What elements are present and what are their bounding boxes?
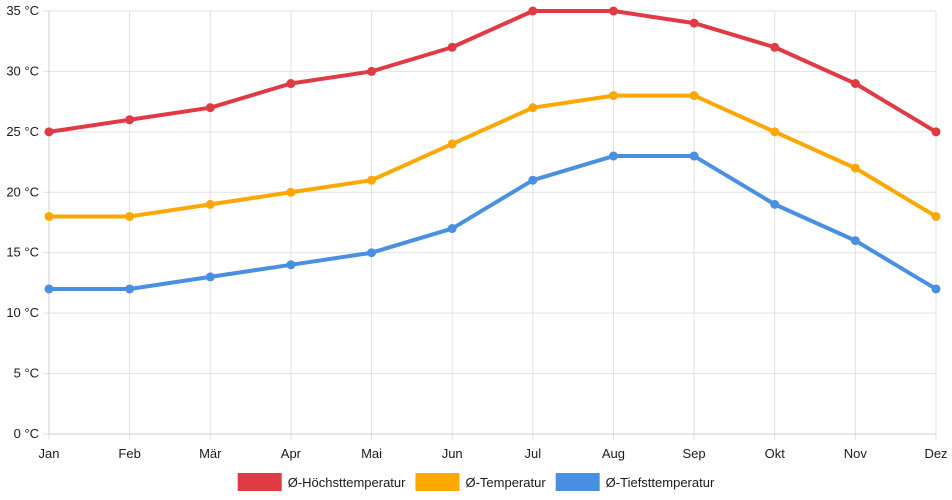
data-point[interactable]: [689, 151, 699, 161]
data-point[interactable]: [931, 284, 941, 294]
data-point[interactable]: [931, 211, 941, 221]
y-tick-label: 35 °C: [6, 3, 39, 18]
data-point[interactable]: [770, 199, 780, 209]
data-point[interactable]: [205, 103, 215, 113]
data-point[interactable]: [528, 103, 538, 113]
legend-item[interactable]: Ø-Höchsttemperatur: [237, 473, 406, 491]
data-point[interactable]: [770, 127, 780, 137]
legend-label: Ø-Temperatur: [465, 475, 546, 490]
x-tick-label: Mär: [199, 446, 222, 461]
x-tick-label: Nov: [844, 446, 868, 461]
data-point[interactable]: [125, 284, 135, 294]
data-point[interactable]: [447, 42, 457, 52]
data-point[interactable]: [931, 127, 941, 137]
x-tick-label: Sep: [683, 446, 706, 461]
x-tick-label: Apr: [281, 446, 302, 461]
data-point[interactable]: [850, 163, 860, 173]
x-tick-label: Mai: [361, 446, 382, 461]
data-point[interactable]: [367, 175, 377, 185]
y-tick-label: 10 °C: [6, 305, 39, 320]
series-3: [44, 151, 941, 294]
y-tick-label: 5 °C: [14, 366, 39, 381]
data-point[interactable]: [44, 127, 54, 137]
x-tick-label: Jul: [525, 446, 542, 461]
legend-item[interactable]: Ø-Temperatur: [415, 473, 546, 491]
x-tick-label: Feb: [118, 446, 140, 461]
legend-item[interactable]: Ø-Tiefsttemperatur: [555, 473, 715, 491]
y-tick-label: 30 °C: [6, 63, 39, 78]
x-tick-label: Jun: [442, 446, 463, 461]
grid-lines: [43, 10, 937, 440]
data-point[interactable]: [44, 211, 54, 221]
x-tick-label: Jan: [39, 446, 60, 461]
legend-swatch: [555, 473, 600, 491]
data-point[interactable]: [447, 139, 457, 149]
y-tick-label: 20 °C: [6, 184, 39, 199]
x-tick-label: Dez: [924, 446, 947, 461]
data-point[interactable]: [125, 211, 135, 221]
series-line: [47, 93, 938, 219]
data-point[interactable]: [770, 42, 780, 52]
y-axis: 0 °C 5 °C 10 °C 15 °C 20 °C 25 °C 30 °C 35 °C: [6, 3, 50, 441]
x-tick-label: Aug: [602, 446, 625, 461]
data-point[interactable]: [286, 79, 296, 89]
legend-swatch: [237, 473, 282, 491]
data-point[interactable]: [850, 79, 860, 89]
data-point[interactable]: [528, 175, 538, 185]
legend-swatch: [415, 473, 460, 491]
data-point[interactable]: [447, 224, 457, 234]
data-point[interactable]: [528, 6, 538, 16]
data-point[interactable]: [850, 236, 860, 246]
x-axis: Jan Feb Mär Apr Mai Jun Jul Aug Sep Okt Nov Dez: [39, 433, 948, 461]
legend: Ø-Höchsttemperatur Ø-Temperatur Ø-Tiefstte…: [237, 473, 715, 491]
series-2: [44, 91, 941, 221]
data-point[interactable]: [689, 91, 699, 101]
y-tick-label: 25 °C: [6, 124, 39, 139]
data-point[interactable]: [125, 115, 135, 125]
data-point[interactable]: [367, 66, 377, 76]
data-point[interactable]: [44, 284, 54, 294]
data-point[interactable]: [608, 6, 618, 16]
data-point[interactable]: [367, 248, 377, 258]
legend-label: Ø-Höchsttemperatur: [288, 475, 406, 490]
series-layer: [44, 6, 941, 294]
data-point[interactable]: [205, 199, 215, 209]
series-line: [47, 9, 938, 134]
series-1: [44, 6, 941, 137]
data-point[interactable]: [286, 260, 296, 270]
y-tick-label: 15 °C: [6, 245, 39, 260]
x-tick-label: Okt: [765, 446, 786, 461]
data-point[interactable]: [205, 272, 215, 282]
series-line: [47, 154, 938, 291]
data-point[interactable]: [608, 151, 618, 161]
legend-label: Ø-Tiefsttemperatur: [606, 475, 715, 490]
data-point[interactable]: [608, 91, 618, 101]
data-point[interactable]: [689, 18, 699, 28]
data-point[interactable]: [286, 187, 296, 197]
y-tick-label: 0 °C: [14, 426, 39, 441]
